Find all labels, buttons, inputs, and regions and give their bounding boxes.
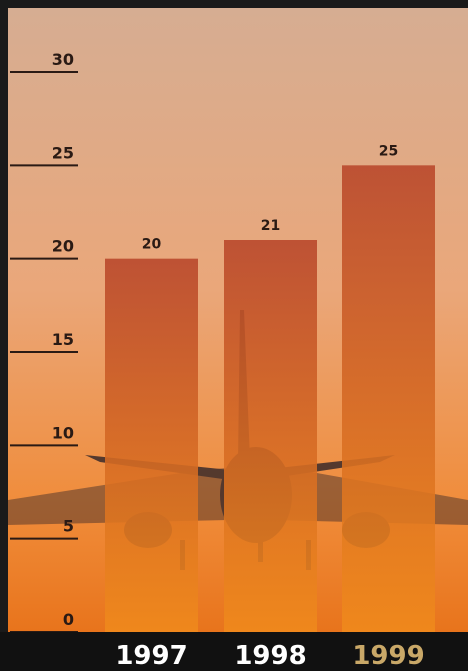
x-tick-label: 1998	[234, 641, 306, 671]
y-tick-label: 30	[52, 50, 74, 69]
value-label: 20	[142, 237, 162, 253]
y-tick-label: 15	[52, 330, 74, 349]
y-tick-label: 10	[52, 423, 74, 442]
y-tick-label: 25	[52, 143, 74, 162]
value-label: 21	[261, 218, 280, 234]
bar	[105, 258, 198, 632]
bottom-band	[0, 632, 468, 671]
x-tick-label: 1999	[352, 641, 424, 671]
y-tick-label: 20	[52, 237, 74, 256]
y-tick-label: 5	[63, 517, 74, 536]
value-label: 25	[379, 143, 398, 159]
bar	[224, 240, 317, 632]
y-tick-label: 0	[63, 610, 74, 629]
bar	[342, 165, 435, 633]
x-tick-label: 1997	[115, 641, 187, 671]
